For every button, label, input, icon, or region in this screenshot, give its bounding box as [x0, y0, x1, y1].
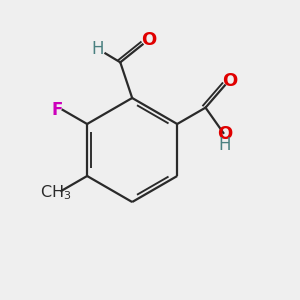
Text: O: O — [222, 72, 237, 90]
Text: H: H — [92, 40, 104, 58]
Text: O: O — [141, 31, 156, 49]
Text: F: F — [52, 101, 63, 119]
Text: O: O — [217, 125, 232, 143]
Text: H: H — [219, 136, 231, 154]
Text: CH$_3$: CH$_3$ — [40, 183, 71, 202]
